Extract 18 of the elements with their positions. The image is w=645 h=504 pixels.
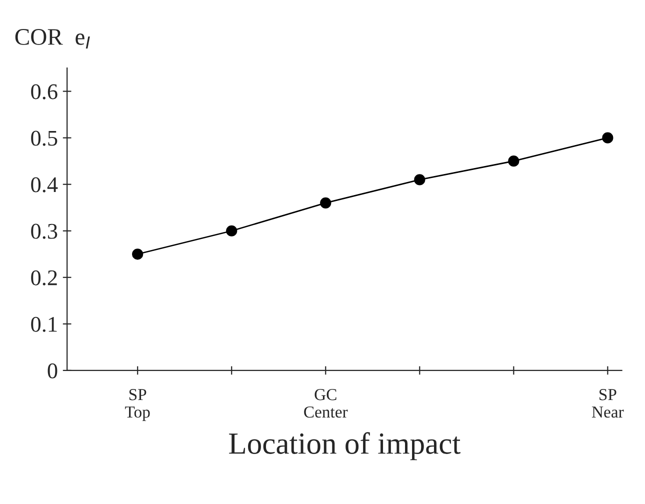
point — [132, 248, 144, 260]
x-tick-label: SP Near — [592, 389, 624, 418]
y-tick-label: 0.2 — [31, 270, 57, 286]
y-tick-label: 0 — [48, 363, 58, 378]
x-tick-label: GC Center — [304, 389, 348, 418]
y-tick-label: 0.1 — [31, 316, 57, 332]
y-axis-title: COR e$_{I}$ — [15, 29, 90, 49]
y-tick-label: 0.6 — [31, 84, 58, 100]
point — [602, 132, 614, 144]
y-tick-label: 0.4 — [31, 177, 58, 192]
point — [414, 174, 426, 186]
point — [320, 197, 332, 209]
point — [226, 225, 238, 236]
y-tick-label: 0.5 — [31, 130, 58, 146]
x-axis-title: Location of impact — [229, 432, 460, 460]
x-tick-label: SP Top — [125, 389, 150, 422]
y-tick-label: 0.3 — [31, 224, 58, 239]
point — [508, 156, 520, 167]
